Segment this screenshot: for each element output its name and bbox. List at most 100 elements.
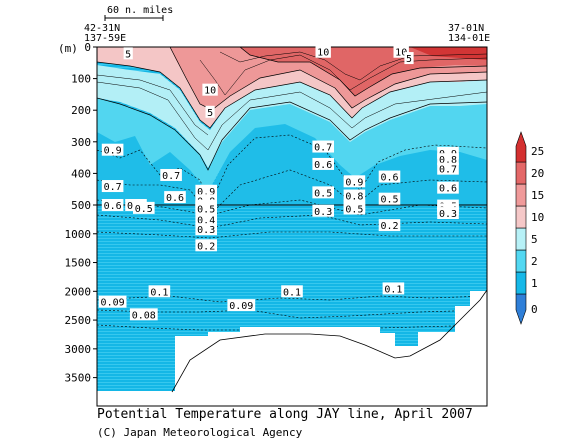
contour-label: 0.3 [437,207,459,220]
y-axis-unit: (m) [58,42,78,55]
contour-label: 0.1 [148,285,171,298]
colorbar-segment [515,205,527,229]
svg-text:0.2: 0.2 [197,241,215,252]
contour-label: 0.1 [281,285,303,298]
svg-text:0.5: 0.5 [380,195,398,206]
y-tick-label: 300 [71,136,91,149]
svg-text:0.7: 0.7 [439,165,457,176]
contour-label: 0.9 [343,175,366,188]
contour-label: 0.4 [195,213,217,226]
contour-label: 0.7 [312,140,334,154]
svg-text:5: 5 [406,54,412,65]
colorbar-segment [515,183,527,207]
contour-label: 0.7 [437,162,459,176]
contour-label: 0.8 [437,153,459,166]
chart-credit: (C) Japan Meteorological Agency [97,426,303,439]
svg-text:0.9: 0.9 [197,187,215,198]
colorbar-tick-label: 20 [531,167,544,180]
y-tick-label: 200 [71,104,91,117]
svg-text:0.1: 0.1 [384,284,402,295]
contour-label: 0.6 [437,181,459,195]
contour-label: 0.09 [98,295,127,309]
contour-label: 0.7 [101,180,124,193]
y-tick-label: 2000 [65,285,92,298]
contour-label: 0.5 [195,202,217,216]
contour-label: 0.6 [101,199,124,212]
svg-text:0.5: 0.5 [135,204,153,215]
svg-text:0.3: 0.3 [314,207,332,218]
svg-text:0.6: 0.6 [104,201,122,212]
contour-label: 0.08 [129,308,158,321]
svg-text:0.08: 0.08 [132,310,156,321]
svg-text:0.1: 0.1 [150,287,168,298]
colorbar-tick-label: 2 [531,255,538,268]
right-position-lon: 134-01E [448,33,490,44]
svg-text:0.09: 0.09 [101,298,125,309]
svg-text:0.6: 0.6 [166,193,184,204]
svg-text:0.8: 0.8 [345,192,363,203]
colorbar-segment [515,161,527,185]
svg-text:0.9: 0.9 [345,177,363,188]
svg-text:0.7: 0.7 [162,171,180,182]
svg-text:0.7: 0.7 [314,143,332,154]
svg-text:0.2: 0.2 [380,221,398,232]
svg-text:0.9: 0.9 [104,146,122,157]
svg-text:0.6: 0.6 [314,160,332,171]
y-tick-label: 100 [71,73,91,86]
contour-label: 0.5 [378,192,401,206]
contour-label: 0.9 [195,184,217,198]
svg-text:0.6: 0.6 [380,173,398,184]
colorbar-tick-label: 15 [531,189,544,202]
right-position-lat: 37-01N [448,23,484,34]
contour-label: 5 [123,47,133,60]
y-tick-label: 500 [71,199,91,212]
left-position-lat: 42-31N [84,23,120,34]
chart-title: Potential Temperature along JAY line, Ap… [97,407,473,422]
y-tick-label: 3000 [65,343,92,356]
svg-text:0.7: 0.7 [104,182,122,193]
contour-label: 0.2 [195,239,217,252]
contour-label: 0.8 [343,189,366,203]
plot-area [97,47,487,406]
y-tick-label: 0 [84,41,91,54]
y-tick-label: 400 [71,167,91,180]
contour-label: 0.6 [378,170,401,184]
contour-label: 5 [404,52,414,65]
svg-text:0.4: 0.4 [197,215,215,226]
contour-labels: 5101051050.90.70.60.70.50.70.60.90.80.70… [98,45,459,321]
colorbar-segment [515,227,527,251]
colorbar-tick-label: 25 [531,145,544,158]
contour-label: 0.5 [343,202,366,215]
y-tick-label: 2500 [65,314,92,327]
colorbar-segment [515,271,527,295]
y-axis: 0 100 200 300 400 500 1000 1500 2000 2500 3000 3500 [65,41,97,385]
colorbar-tick-label: 1 [531,277,538,290]
colorbar-tick-label: 0 [531,303,538,316]
svg-text:0.5: 0.5 [345,204,363,215]
y-tick-label: 3500 [65,372,92,385]
contour-label: 10 [315,45,331,59]
contour-label: 0.6 [164,191,186,204]
svg-text:10: 10 [317,48,329,59]
contour-label: 0.5 [312,186,334,199]
left-position-lon: 137-59E [84,33,126,44]
svg-text:0.09: 0.09 [229,301,253,312]
contour-label: 0.6 [312,157,334,171]
contour-label: 0.2 [378,219,401,232]
svg-text:0.8: 0.8 [439,155,457,166]
contour-label: 0.09 [227,299,256,312]
colorbar-segment [515,249,527,273]
svg-text:5: 5 [207,108,213,119]
colorbar-tick-label: 10 [531,211,544,224]
svg-text:0.5: 0.5 [314,188,332,199]
svg-text:5: 5 [125,49,131,60]
colorbar-segment [515,293,527,325]
contour-label: 0.3 [312,204,334,218]
contour-label: 0.1 [382,282,405,295]
contour-label: 0.3 [195,223,217,236]
scale-bar: 60 n. miles [104,5,173,21]
contour-label: 0.9 [101,143,124,157]
contour-label: 10 [202,83,218,97]
